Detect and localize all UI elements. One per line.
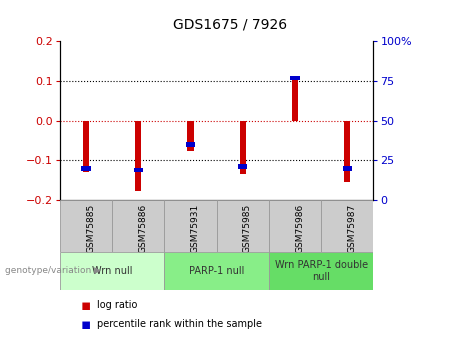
Text: GDS1675 / 7926: GDS1675 / 7926 <box>173 17 288 31</box>
Bar <box>112 200 165 252</box>
Bar <box>321 200 373 252</box>
Bar <box>290 76 300 80</box>
Bar <box>134 168 143 172</box>
Bar <box>83 121 89 172</box>
Bar <box>240 121 246 174</box>
Text: Wrn PARP-1 double
null: Wrn PARP-1 double null <box>275 260 368 282</box>
Bar <box>165 252 269 290</box>
Text: PARP-1 null: PARP-1 null <box>189 266 244 276</box>
Text: GSM75885: GSM75885 <box>86 204 95 254</box>
Bar <box>60 252 165 290</box>
Bar <box>60 200 112 252</box>
Text: percentile rank within the sample: percentile rank within the sample <box>97 319 262 329</box>
Bar <box>135 121 142 191</box>
Bar <box>186 142 195 147</box>
Text: GSM75985: GSM75985 <box>243 204 252 254</box>
Bar <box>188 121 194 150</box>
Text: GSM75931: GSM75931 <box>190 204 200 254</box>
Bar <box>238 165 248 169</box>
Bar <box>165 200 217 252</box>
Bar <box>81 166 91 171</box>
Text: GSM75986: GSM75986 <box>295 204 304 254</box>
Text: ▪: ▪ <box>81 317 91 332</box>
Bar <box>343 166 352 171</box>
Text: log ratio: log ratio <box>97 300 137 310</box>
Bar <box>217 200 269 252</box>
Bar <box>269 252 373 290</box>
Text: Wrn null: Wrn null <box>92 266 132 276</box>
Text: ▪: ▪ <box>81 298 91 313</box>
Text: GSM75886: GSM75886 <box>138 204 148 254</box>
Bar <box>344 121 350 182</box>
Bar <box>292 80 298 121</box>
Bar <box>269 200 321 252</box>
Text: GSM75987: GSM75987 <box>347 204 356 254</box>
Text: genotype/variation ▶: genotype/variation ▶ <box>5 266 100 275</box>
